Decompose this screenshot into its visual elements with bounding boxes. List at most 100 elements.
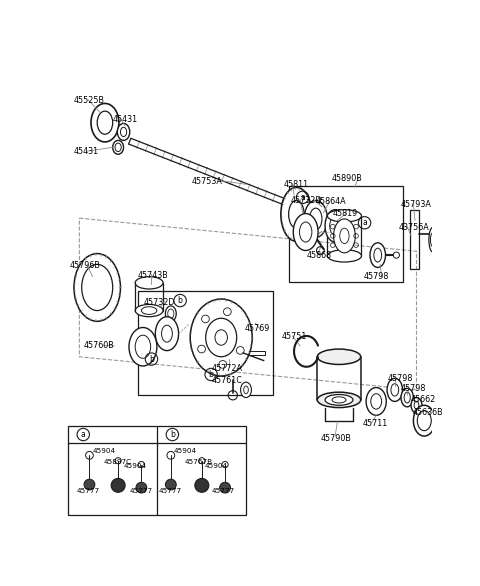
Text: 45811: 45811 <box>283 180 308 189</box>
Text: 45760B: 45760B <box>83 342 114 350</box>
Ellipse shape <box>310 208 322 230</box>
Bar <box>137 291 273 396</box>
Ellipse shape <box>327 210 361 222</box>
Ellipse shape <box>413 406 435 436</box>
Ellipse shape <box>142 306 157 315</box>
Text: 45767B: 45767B <box>185 459 213 465</box>
Ellipse shape <box>371 394 382 409</box>
Ellipse shape <box>325 394 353 406</box>
Ellipse shape <box>135 277 163 289</box>
Ellipse shape <box>374 248 382 262</box>
Circle shape <box>195 478 209 492</box>
Ellipse shape <box>391 384 399 396</box>
Text: 45753A: 45753A <box>192 176 223 186</box>
Circle shape <box>111 478 125 492</box>
Bar <box>288 186 403 282</box>
Ellipse shape <box>300 222 312 242</box>
Text: 45798: 45798 <box>364 272 389 281</box>
Ellipse shape <box>97 111 113 134</box>
Ellipse shape <box>115 143 121 152</box>
Text: 45904: 45904 <box>93 448 116 454</box>
Ellipse shape <box>445 226 457 254</box>
Text: 45864A: 45864A <box>316 197 347 206</box>
Ellipse shape <box>190 299 252 376</box>
Text: 45431: 45431 <box>74 147 99 156</box>
Text: 45868: 45868 <box>306 251 332 260</box>
Ellipse shape <box>117 124 130 141</box>
Ellipse shape <box>135 304 163 316</box>
Ellipse shape <box>135 335 151 358</box>
Ellipse shape <box>240 382 252 397</box>
Circle shape <box>84 479 95 490</box>
Ellipse shape <box>82 264 113 311</box>
Ellipse shape <box>414 401 419 409</box>
Ellipse shape <box>215 330 228 345</box>
Ellipse shape <box>317 349 360 364</box>
Text: 45793A: 45793A <box>401 200 432 209</box>
Ellipse shape <box>304 200 327 237</box>
Ellipse shape <box>156 316 179 350</box>
Ellipse shape <box>317 392 360 408</box>
Ellipse shape <box>113 141 123 154</box>
Text: 45904: 45904 <box>123 463 147 469</box>
Ellipse shape <box>404 392 410 403</box>
Text: b: b <box>170 430 175 439</box>
Ellipse shape <box>340 228 349 244</box>
Text: 45790B: 45790B <box>321 434 351 443</box>
Ellipse shape <box>327 250 361 262</box>
Ellipse shape <box>281 188 312 241</box>
Text: 45798: 45798 <box>401 384 426 393</box>
Circle shape <box>220 482 230 493</box>
Ellipse shape <box>244 386 248 394</box>
Text: 45431: 45431 <box>113 115 138 124</box>
Ellipse shape <box>411 397 422 413</box>
Text: 45777: 45777 <box>130 488 153 493</box>
Bar <box>327 216 361 256</box>
Bar <box>243 352 264 355</box>
Text: 45711: 45711 <box>362 419 387 428</box>
Text: 45777: 45777 <box>158 488 181 493</box>
Ellipse shape <box>168 309 174 318</box>
Text: 45525B: 45525B <box>74 96 105 105</box>
Ellipse shape <box>288 200 304 228</box>
Text: 45636B: 45636B <box>413 408 443 417</box>
Text: 45751: 45751 <box>282 332 307 341</box>
Text: 45890B: 45890B <box>331 174 362 183</box>
Text: 45769: 45769 <box>244 325 270 333</box>
Text: a: a <box>362 218 367 227</box>
Ellipse shape <box>74 254 120 321</box>
Ellipse shape <box>332 397 346 403</box>
Text: 45772A: 45772A <box>212 364 243 373</box>
Ellipse shape <box>120 127 127 137</box>
Text: b: b <box>178 296 182 305</box>
Text: b: b <box>149 355 154 363</box>
Ellipse shape <box>330 217 340 235</box>
Ellipse shape <box>325 210 345 242</box>
Text: 43756A: 43756A <box>399 223 430 232</box>
Text: b: b <box>209 370 214 379</box>
Text: 45798: 45798 <box>388 374 413 383</box>
Ellipse shape <box>429 227 437 252</box>
Text: 45732D: 45732D <box>144 298 175 307</box>
Bar <box>409 210 419 269</box>
Ellipse shape <box>129 328 157 366</box>
Text: 45904: 45904 <box>205 463 228 469</box>
Text: 45777: 45777 <box>211 488 234 493</box>
Ellipse shape <box>417 411 431 431</box>
Text: 45904: 45904 <box>174 448 197 454</box>
Text: 45777: 45777 <box>77 488 100 493</box>
Text: 45796B: 45796B <box>69 261 100 270</box>
Text: 45897C: 45897C <box>103 459 132 465</box>
Ellipse shape <box>401 389 413 407</box>
Text: 45819: 45819 <box>333 209 358 218</box>
Text: a: a <box>300 193 305 202</box>
Text: 45761C: 45761C <box>212 376 243 385</box>
Ellipse shape <box>91 104 119 142</box>
Ellipse shape <box>431 233 435 247</box>
Text: a: a <box>81 430 85 439</box>
Text: 45732D: 45732D <box>291 196 323 205</box>
Text: 45743B: 45743B <box>137 271 168 280</box>
Text: 45662: 45662 <box>410 396 435 404</box>
Bar <box>68 426 246 515</box>
Ellipse shape <box>206 318 237 357</box>
